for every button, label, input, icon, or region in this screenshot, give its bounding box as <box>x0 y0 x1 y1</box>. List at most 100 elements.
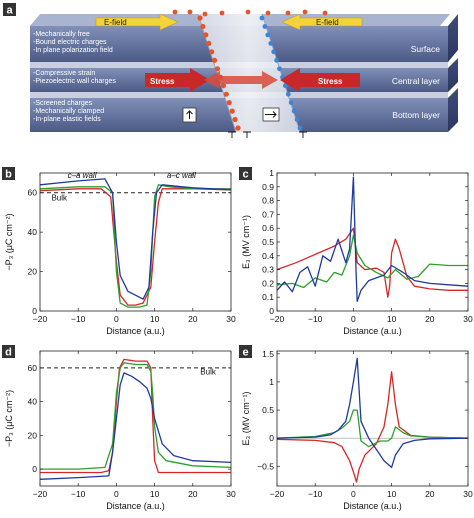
stress-label-right: Stress <box>318 77 343 86</box>
chart-panel-c: c −20 −10 0 10 20 30 0 0.1 0.2 0.3 0.4 0.5 0.6 0.7 0.8 0… <box>239 167 473 336</box>
panel-label: b <box>5 169 12 181</box>
panel-label-box <box>239 167 252 180</box>
panel-label: e <box>242 347 248 359</box>
x-tick-label: 10 <box>387 314 397 324</box>
panel-a-schematic: a E-field E-field Stress Stress -Mechani… <box>3 3 458 138</box>
annotation-bulk: Bulk <box>51 194 68 203</box>
positive-charge <box>209 49 215 55</box>
efield-label-right: E-field <box>316 18 339 27</box>
surface-note-1: -Mechanically free <box>33 31 90 38</box>
negative-charge <box>262 24 268 29</box>
positive-charge <box>235 125 241 131</box>
x-tick-label: −20 <box>270 489 285 499</box>
y-tick-label: 0 <box>269 433 274 443</box>
y-tick-label: 0 <box>269 306 274 316</box>
series-line-1 <box>277 371 468 483</box>
negative-charge <box>297 125 303 131</box>
y-tick-label: 0.6 <box>262 223 274 233</box>
y-tick-label: 0.5 <box>262 405 274 415</box>
negative-charge <box>277 66 282 72</box>
negative-charge <box>274 57 279 63</box>
plot-frame <box>276 350 469 487</box>
y-tick-label: 60 <box>28 363 38 373</box>
series-line-2 <box>40 184 231 308</box>
x-axis-label: Distance (a.u.) <box>343 501 402 511</box>
negative-charges <box>259 15 303 131</box>
y-tick-label: 0.5 <box>262 237 274 247</box>
positive-charge <box>302 9 308 15</box>
panel-label-box <box>239 345 252 358</box>
x-tick-label: −10 <box>71 314 86 324</box>
x-tick-label: 30 <box>226 314 236 324</box>
panel-label-box <box>3 3 16 16</box>
x-axis-label: Distance (a.u.) <box>106 501 165 511</box>
efield-label-left: E-field <box>104 18 127 27</box>
stress-arrow-right <box>280 68 360 92</box>
x-tick-label: 0 <box>114 314 119 324</box>
y-tick-label: 0.8 <box>262 196 274 206</box>
x-tick-label: 30 <box>226 489 236 499</box>
x-tick-label: −20 <box>33 489 48 499</box>
y-tick-label: 40 <box>28 397 38 407</box>
surface-note-2: -Bound electric charges <box>33 39 107 46</box>
positive-charge <box>172 9 178 15</box>
x-tick-label: −20 <box>33 314 48 324</box>
series-line-2 <box>277 234 468 289</box>
panel-label: d <box>5 347 12 359</box>
positive-charge <box>206 40 212 47</box>
positive-charge <box>245 9 251 15</box>
efield-arrow-right <box>281 13 363 31</box>
positive-charge <box>197 15 203 21</box>
x-tick-label: 10 <box>150 314 160 324</box>
series-line-1 <box>277 227 468 298</box>
negative-charge <box>265 32 271 38</box>
annotation-ca-wall: c–a wall <box>68 171 97 180</box>
stress-label-left: Stress <box>150 77 175 86</box>
series-line-3 <box>277 357 468 469</box>
y-tick-label: 20 <box>28 267 38 277</box>
x-axis-label: Distance (a.u.) <box>106 326 165 336</box>
negative-charge <box>285 91 291 97</box>
x-tick-label: −10 <box>71 489 86 499</box>
x-tick-label: 20 <box>188 489 198 499</box>
positive-charge <box>229 108 235 114</box>
series-line-3 <box>40 372 231 480</box>
x-tick-label: 30 <box>463 314 473 324</box>
layer-name-bottom: Bottom layer <box>392 110 440 120</box>
y-axis-label: E₃ (MV cm⁻¹) <box>241 215 251 269</box>
negative-charge <box>291 108 297 114</box>
central-note-2: -Piezoelectric wall charges <box>33 78 116 85</box>
positive-charge <box>212 57 218 63</box>
negative-charge <box>259 15 265 21</box>
series-line-1 <box>40 188 231 306</box>
y-tick-label: 1 <box>269 168 274 178</box>
chart-panel-b: b −20 −10 0 10 20 30 0 20 40 60 Distance (a.u.) −P₃ … <box>2 167 236 336</box>
y-axis-label: −P₃ (μC cm⁻²) <box>4 390 14 447</box>
y-axis-label: −P₃ (μC cm⁻²) <box>4 213 14 270</box>
bottom-note-3: -In-plane elastic fields <box>33 116 101 123</box>
y-tick-label: 20 <box>28 430 38 440</box>
panel-label-box <box>2 345 15 358</box>
y-tick-label: 0.4 <box>262 251 274 261</box>
y-tick-label: 60 <box>28 188 38 198</box>
annotation-bulk: Bulk <box>200 368 217 377</box>
y-tick-label: 0 <box>32 464 37 474</box>
bottom-note-1: -Screened charges <box>33 100 93 107</box>
x-axis-label: Distance (a.u.) <box>343 326 402 336</box>
panel-label: a <box>6 5 13 17</box>
positive-charge <box>223 91 229 97</box>
y-axis-label: E₃ (MV cm⁻¹) <box>241 392 251 446</box>
x-tick-label: 20 <box>188 314 198 324</box>
plot-frame <box>276 172 469 312</box>
y-tick-label: 0.7 <box>262 209 274 219</box>
plot-frame <box>39 350 232 487</box>
layer-name-surface: Surface <box>411 44 441 54</box>
series-line-2 <box>40 362 231 470</box>
positive-charge <box>200 23 206 30</box>
series-line-1 <box>40 358 231 474</box>
bottom-note-2: -Mechanically clamped <box>33 108 104 115</box>
x-tick-label: −10 <box>308 489 323 499</box>
x-tick-label: 30 <box>463 489 473 499</box>
positive-charge <box>226 100 232 106</box>
panel-label: c <box>242 169 248 181</box>
